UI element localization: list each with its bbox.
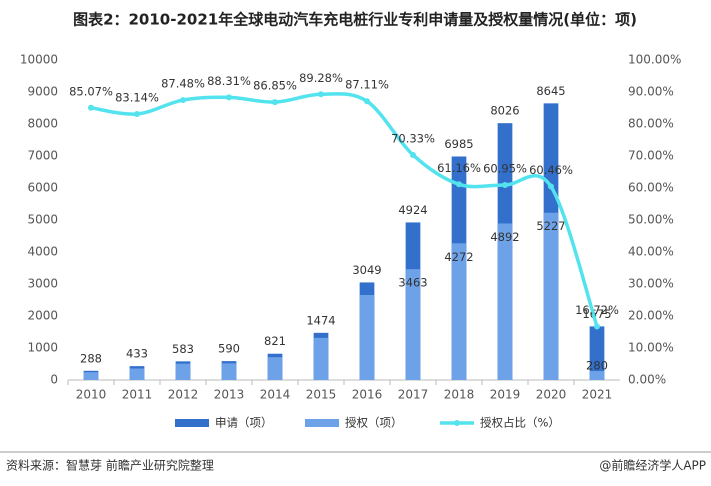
bar xyxy=(267,357,283,380)
line-marker xyxy=(594,323,600,330)
value-label: 6985 xyxy=(444,137,473,151)
y-tick-label: 0 xyxy=(50,373,58,387)
line-marker xyxy=(548,183,554,190)
credit: @前瞻经济学人APP xyxy=(599,458,706,473)
value-label: 61.16% xyxy=(437,161,481,175)
x-tick-label: 2019 xyxy=(490,388,521,402)
value-label: 89.28% xyxy=(299,71,343,85)
y2-tick-label: 90.00% xyxy=(628,85,674,99)
y-tick-label: 1000 xyxy=(27,341,58,355)
x-tick-label: 2017 xyxy=(398,388,429,402)
y2-tick-label: 10.00% xyxy=(628,341,674,355)
value-label: 88.31% xyxy=(207,74,251,88)
bar xyxy=(543,212,559,380)
y2-tick-label: 20.00% xyxy=(628,309,674,323)
bar xyxy=(221,363,237,380)
line-marker xyxy=(226,94,232,101)
y2-tick-label: 40.00% xyxy=(628,245,674,259)
bar xyxy=(451,243,467,380)
legend-swatch xyxy=(305,419,339,427)
y-tick-label: 5000 xyxy=(27,213,58,227)
x-tick-label: 2016 xyxy=(352,388,383,402)
bar xyxy=(175,363,191,380)
bar xyxy=(497,223,513,380)
legend-label: 授权（项） xyxy=(345,416,403,430)
x-tick-label: 2020 xyxy=(536,388,567,402)
bar xyxy=(359,295,375,380)
bar xyxy=(313,337,329,380)
y2-tick-label: 100.00% xyxy=(628,53,681,67)
value-label: 821 xyxy=(264,334,286,348)
bar xyxy=(129,368,145,380)
line-marker xyxy=(88,104,94,111)
x-tick-label: 2011 xyxy=(122,388,153,402)
chart-title: 图表2：2010-2021年全球电动汽车充电桩行业专利申请量及授权量情况(单位：… xyxy=(73,11,637,29)
y-tick-label: 10000 xyxy=(20,53,58,67)
value-label: 87.11% xyxy=(345,78,389,92)
line-marker xyxy=(456,181,462,188)
value-label: 60.46% xyxy=(529,163,573,177)
x-tick-label: 2012 xyxy=(168,388,199,402)
y-tick-label: 3000 xyxy=(27,277,58,291)
line-marker xyxy=(318,91,324,98)
line-marker xyxy=(364,98,370,105)
source: 资料来源：智慧芽 前瞻产业研究院整理 xyxy=(6,458,214,473)
bar xyxy=(589,371,605,380)
value-label: 85.07% xyxy=(69,84,113,98)
legend-swatch xyxy=(175,419,209,427)
value-label: 3463 xyxy=(398,276,427,290)
line-marker xyxy=(134,110,140,117)
value-label: 4272 xyxy=(444,250,473,264)
line-marker xyxy=(180,97,186,104)
bar xyxy=(83,372,99,380)
value-label: 8026 xyxy=(490,104,519,118)
value-label: 433 xyxy=(126,347,148,361)
value-label: 70.33% xyxy=(391,131,435,145)
value-label: 87.48% xyxy=(161,77,205,91)
x-tick-label: 2018 xyxy=(444,388,475,402)
y2-tick-label: 0.00% xyxy=(628,373,666,387)
x-tick-label: 2010 xyxy=(76,388,107,402)
value-label: 83.14% xyxy=(115,90,159,104)
y2-tick-label: 60.00% xyxy=(628,181,674,195)
value-label: 16.72% xyxy=(575,303,619,317)
value-label: 60.95% xyxy=(483,161,527,175)
legend-label: 申请（项） xyxy=(215,416,273,430)
value-label: 1474 xyxy=(306,313,335,327)
bar xyxy=(589,326,605,380)
y2-tick-label: 30.00% xyxy=(628,277,674,291)
value-label: 280 xyxy=(586,359,608,373)
value-label: 1675 xyxy=(582,307,611,321)
y-tick-label: 6000 xyxy=(27,181,58,195)
x-tick-label: 2013 xyxy=(214,388,245,402)
legend-swatch xyxy=(454,420,460,426)
value-label: 583 xyxy=(172,342,194,356)
value-label: 288 xyxy=(80,351,102,365)
line-marker xyxy=(272,99,278,106)
y2-tick-label: 70.00% xyxy=(628,149,674,163)
value-label: 86.85% xyxy=(253,79,297,93)
value-label: 3049 xyxy=(352,263,381,277)
y-tick-label: 2000 xyxy=(27,309,58,323)
line-marker xyxy=(502,181,508,188)
y-tick-label: 9000 xyxy=(27,85,58,99)
value-label: 4924 xyxy=(398,203,427,217)
value-label: 590 xyxy=(218,342,240,356)
y-tick-label: 8000 xyxy=(27,117,58,131)
value-label: 4892 xyxy=(490,230,519,244)
line xyxy=(90,92,599,328)
bar xyxy=(405,269,421,380)
x-tick-label: 2015 xyxy=(306,388,337,402)
y2-tick-label: 80.00% xyxy=(628,117,674,131)
x-tick-label: 2021 xyxy=(582,388,613,402)
y-tick-label: 7000 xyxy=(27,149,58,163)
value-label: 8645 xyxy=(536,84,565,98)
y2-tick-label: 50.00% xyxy=(628,213,674,227)
legend-label: 授权占比（%） xyxy=(480,416,560,430)
line-marker xyxy=(410,151,416,158)
x-tick-label: 2014 xyxy=(260,388,291,402)
y-tick-label: 4000 xyxy=(27,245,58,259)
value-label: 5227 xyxy=(536,219,565,233)
